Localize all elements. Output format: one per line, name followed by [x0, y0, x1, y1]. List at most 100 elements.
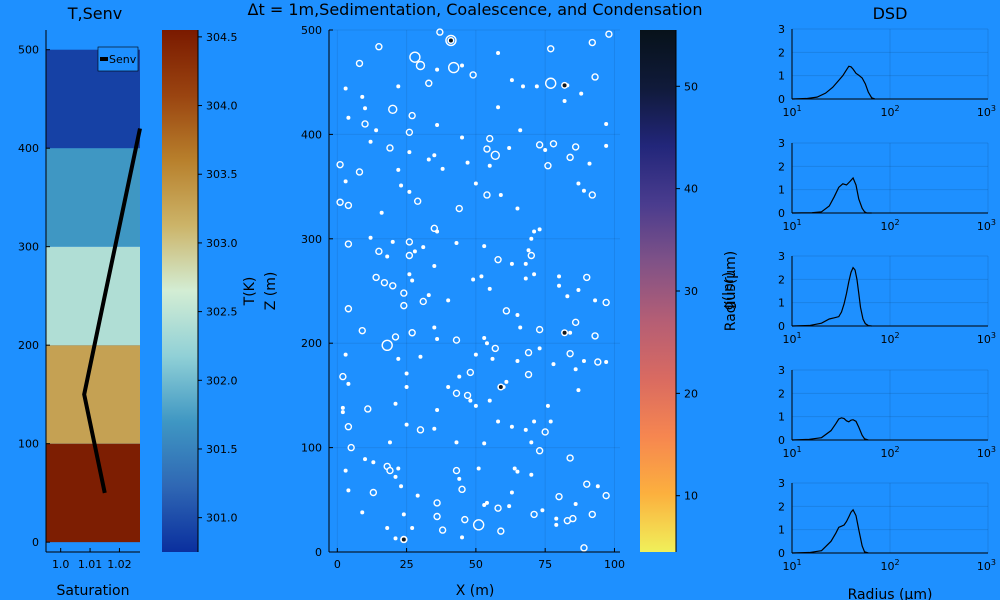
droplet-point [438, 526, 447, 534]
droplet-point [379, 210, 384, 215]
droplet-point [532, 419, 537, 424]
droplet-grid [329, 29, 620, 553]
droplet-point [390, 239, 395, 244]
droplet-point [432, 153, 437, 158]
droplet-point [571, 318, 580, 327]
droplet-point [404, 422, 409, 427]
droplet-point [496, 50, 501, 55]
droplet-point [381, 339, 393, 351]
droplet-point [386, 144, 394, 152]
droplet-point [557, 274, 562, 279]
temperature-x-tick-label: 1.01 [78, 558, 103, 571]
radius-colorbar-tick-label: 20 [684, 387, 698, 400]
droplet-point [346, 381, 351, 386]
droplet-point [418, 354, 423, 359]
droplet-point-large-core [448, 38, 453, 43]
droplet-point [509, 490, 514, 495]
droplet-point [524, 370, 533, 379]
droplet-point [461, 515, 469, 524]
droplet-point [543, 148, 548, 153]
droplet-point [523, 427, 528, 432]
droplet-point [602, 491, 610, 500]
droplet-y-tick-label: 0 [315, 546, 322, 559]
droplet-point-large-core [498, 385, 503, 390]
droplet-x-tick-label: 50 [469, 558, 483, 571]
droplet-point [452, 389, 461, 398]
droplet-point [544, 162, 552, 170]
droplet-point [496, 419, 501, 424]
radius-colorbar-ticks: 10 20 30 40 50 [676, 80, 698, 503]
droplet-point [454, 240, 459, 245]
droplet-point [340, 410, 345, 415]
radius-colorbar-tick-label: 50 [684, 80, 698, 93]
droplet-point [368, 139, 373, 144]
temperature-title: T,Senv [67, 4, 122, 23]
droplet-point [494, 255, 502, 264]
droplet-point-large-core [401, 537, 406, 542]
droplet-point [405, 251, 414, 260]
droplet-point [509, 261, 514, 266]
droplet-point [569, 514, 577, 523]
droplet-x-tick-label: 100 [604, 558, 625, 571]
temperature-colorbar: 301.0 301.5 302.0 302.5 303.0 303.5 304.0 304.5… [162, 30, 258, 552]
legend-senv-label: Senv [109, 53, 137, 66]
temperature-colorbar-tick-label: 304.0 [206, 100, 238, 113]
droplet-x-tick-label: 25 [400, 558, 414, 571]
senv-line [82, 128, 142, 494]
droplet-point [466, 368, 475, 377]
droplet-point [549, 140, 558, 148]
droplet-point [455, 204, 463, 213]
droplet-point [405, 128, 414, 137]
droplet-y-tick-label: 100 [301, 442, 322, 455]
temperature-x-ticks: 1.0 1.01 1.02 [52, 548, 132, 571]
droplet-point [380, 278, 389, 287]
dsd-x-tick-label: 102 [880, 445, 899, 460]
dsd-x-tick-label: 103 [977, 445, 996, 460]
droplet-point [583, 480, 591, 488]
droplet-point [557, 283, 562, 288]
droplet-point [562, 98, 567, 103]
dsd-y-tick-label: 3 [778, 137, 785, 150]
dsd-x-tick-label: 101 [782, 218, 801, 233]
droplet-point [460, 535, 465, 540]
dsd-x-tick-label: 101 [782, 445, 801, 460]
droplet-point [545, 403, 550, 408]
droplet-point [537, 346, 542, 351]
dsd-y-tick-label: 1 [778, 70, 785, 83]
droplet-point [588, 191, 596, 199]
dsd-x-tick-label: 103 [977, 104, 996, 119]
droplet-point [347, 443, 355, 452]
droplet-point [410, 278, 415, 283]
temperature-colorbar-tick-label: 304.5 [206, 31, 238, 44]
dsd-curve [791, 176, 872, 214]
droplet-point [415, 493, 420, 498]
droplet-point [588, 38, 596, 47]
droplet-x-label: X (m) [456, 583, 495, 599]
dsd-x-tick-label: 101 [782, 558, 801, 573]
droplet-point [530, 510, 538, 519]
droplet-point [576, 388, 581, 393]
droplet-point [469, 71, 477, 79]
droplet-panel: Δt = 1m,Sedimentation, Coalescence, and … [248, 0, 703, 599]
dsd-title: DSD [873, 4, 908, 23]
droplet-point-large-core [562, 330, 567, 335]
droplet-point [579, 91, 584, 96]
droplet-point [541, 428, 549, 436]
temperature-colorbar-tick-label: 301.0 [206, 512, 238, 525]
droplet-point [426, 157, 431, 162]
dsd-y-label: g(lnr) [721, 272, 737, 310]
droplet-point [565, 294, 570, 299]
temperature-x-tick-label: 1.0 [52, 558, 70, 571]
droplet-point [496, 105, 501, 110]
temperature-colorbar-gradient [162, 30, 198, 552]
temperature-y-tick-label: 100 [18, 438, 39, 451]
droplet-point [401, 512, 406, 517]
droplet-point [509, 424, 514, 429]
temperature-y-ticks: 0 100 200 300 400 500 [18, 44, 50, 549]
droplet-point [368, 235, 373, 240]
droplet-point [497, 527, 505, 535]
dsd-curve [791, 417, 869, 441]
droplet-point [343, 179, 348, 184]
droplet-point [591, 332, 599, 340]
